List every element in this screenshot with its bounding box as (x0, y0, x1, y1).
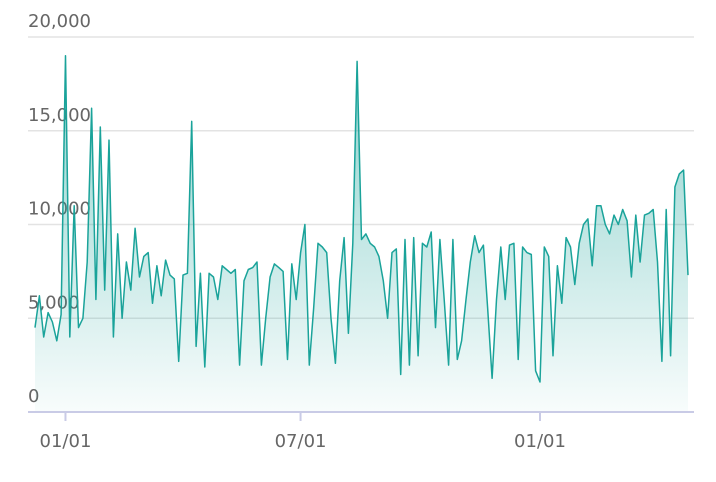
x-tick-label: 01/01 (40, 431, 92, 452)
y-tick-label: 15,000 (28, 105, 91, 126)
y-tick-label: 20,000 (28, 11, 91, 32)
y-tick-label: 10,000 (28, 199, 91, 220)
x-tick-label: 07/01 (275, 431, 327, 452)
y-tick-label: 0 (28, 386, 39, 407)
area (35, 55, 688, 413)
x-tick-label: 01/01 (514, 431, 566, 452)
line (34, 55, 689, 383)
